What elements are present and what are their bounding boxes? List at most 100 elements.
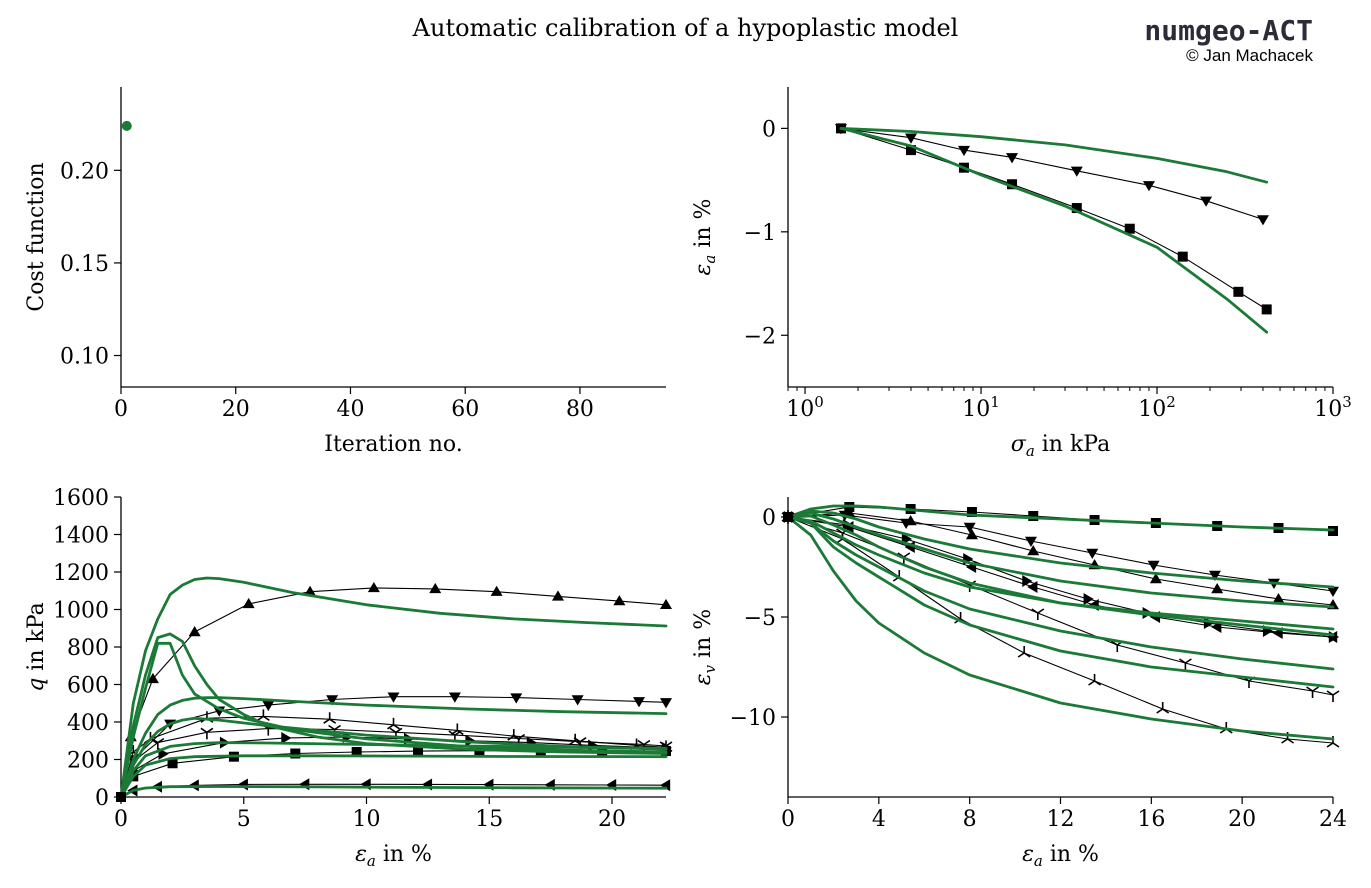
marker-square — [1124, 223, 1135, 234]
x-tick-label: 24 — [1319, 807, 1347, 832]
model-line — [119, 696, 668, 799]
marker-triangle-down — [900, 518, 913, 529]
marker-triangle-up — [965, 529, 978, 540]
y-axis-title-subscript: v — [701, 664, 719, 673]
x-tick-exponent: 3 — [1342, 393, 1352, 411]
x-tick-label: 0 — [781, 807, 795, 832]
experiment-line — [120, 728, 667, 798]
y-tick-label: 0.10 — [60, 345, 109, 370]
x-tick-label: 60 — [451, 397, 479, 422]
marker-triangle-down — [632, 697, 645, 708]
marker-square — [1007, 179, 1018, 190]
model-line — [786, 504, 1335, 532]
marker-tri-star-down — [200, 727, 214, 740]
x-axis-title: σa in kPa — [1011, 432, 1110, 460]
marker-triangle-left — [1027, 581, 1038, 593]
x-tick-label: 0 — [114, 807, 128, 832]
brand-logo-text: numgeo-ACT — [1144, 14, 1313, 47]
x-tick-label: 40 — [336, 397, 364, 422]
marker-square — [1071, 203, 1082, 214]
marker-triangle-down — [1006, 153, 1019, 164]
x-tick-exponent: 1 — [990, 393, 1000, 411]
marker-triangle-up — [188, 626, 201, 637]
x-axis-title: Iteration no. — [324, 432, 463, 457]
experiment-line — [787, 514, 1334, 592]
marker-tri-star-up — [387, 717, 400, 730]
marker-tri-star-down — [781, 512, 795, 524]
y-axis-title: Cost function — [24, 162, 49, 311]
marker-tri-star-up — [1017, 646, 1031, 658]
y-axis-title-symbol: ε — [691, 673, 716, 685]
cost-point — [121, 120, 132, 131]
marker-triangle-down — [326, 695, 339, 706]
marker-square — [966, 507, 977, 517]
marker-triangle-down — [660, 698, 672, 709]
experiment-series — [835, 123, 1272, 315]
x-tick-label: 8 — [963, 807, 977, 832]
marker-square — [351, 747, 362, 757]
y-axis-title-unit: in % — [691, 609, 716, 665]
experiment-line — [787, 512, 1334, 606]
marker-square — [906, 145, 917, 156]
x-tick-base: 10 — [786, 397, 814, 422]
marker-tri-star-down — [1031, 608, 1045, 620]
marker-triangle-up — [146, 672, 159, 684]
y-axis-title-unit: in kPa — [24, 602, 49, 677]
model-line — [119, 754, 668, 799]
y-tick-label: 800 — [67, 636, 109, 661]
model-line — [119, 716, 668, 799]
marker-triangle-up — [551, 590, 564, 601]
marker-tri-star-down — [1178, 658, 1192, 670]
marker-triangle-up — [367, 581, 380, 593]
experiment-series — [787, 516, 1340, 702]
y-tick-label: 0.15 — [60, 252, 109, 277]
x-axis-title-unit: in % — [1043, 842, 1099, 867]
model-line — [786, 514, 1335, 637]
marker-tri-star-up — [323, 712, 337, 724]
y-tick-label: 1400 — [53, 524, 109, 549]
experiment-line — [120, 587, 667, 798]
marker-triangle-right — [281, 731, 292, 744]
marker-triangle-down — [262, 700, 275, 712]
marker-triangle-down — [1024, 536, 1037, 547]
y-tick-label: 400 — [67, 711, 109, 736]
x-tick-base: 10 — [962, 397, 990, 422]
marker-triangle-left — [299, 778, 310, 791]
marker-triangle-down — [963, 522, 976, 533]
experiment-line — [120, 696, 667, 798]
marker-triangle-up — [429, 582, 442, 594]
marker-triangle-down — [1147, 560, 1160, 571]
y-tick-label: 0 — [95, 786, 109, 811]
x-axis-title: εa in % — [355, 842, 432, 870]
marker-square — [116, 792, 126, 802]
marker-triangle-down — [510, 693, 523, 704]
y-axis-title: εv in % — [691, 609, 719, 685]
marker-triangle-down — [1200, 196, 1213, 207]
x-tick-label: 20 — [1228, 807, 1256, 832]
x-axis-title-subscript: a — [1034, 852, 1043, 870]
marker-triangle-up — [613, 595, 626, 606]
marker-triangle-left — [660, 779, 671, 792]
model-line — [786, 511, 1335, 609]
marker-tri-star-up — [781, 510, 795, 522]
marker-triangle-up — [1211, 583, 1224, 594]
model-line — [786, 515, 1335, 631]
model-line — [839, 126, 1269, 184]
x-tick-label: 0 — [114, 397, 128, 422]
x-tick-label: 80 — [566, 397, 594, 422]
marker-triangle-left — [237, 778, 248, 791]
marker-triangle-down — [1208, 570, 1221, 581]
marker-tri-star-down — [1306, 686, 1320, 698]
marker-square — [167, 758, 178, 769]
experiment-line — [787, 516, 1334, 744]
marker-triangle-down — [1327, 586, 1339, 597]
experiment-series — [834, 124, 1269, 226]
y-tick-label: 0 — [762, 117, 776, 142]
y-tick-label: 0.20 — [60, 159, 109, 184]
y-axis-title-unit: in % — [691, 199, 716, 255]
x-tick-label: 20 — [598, 807, 626, 832]
x-tick-label: 4 — [872, 807, 886, 832]
